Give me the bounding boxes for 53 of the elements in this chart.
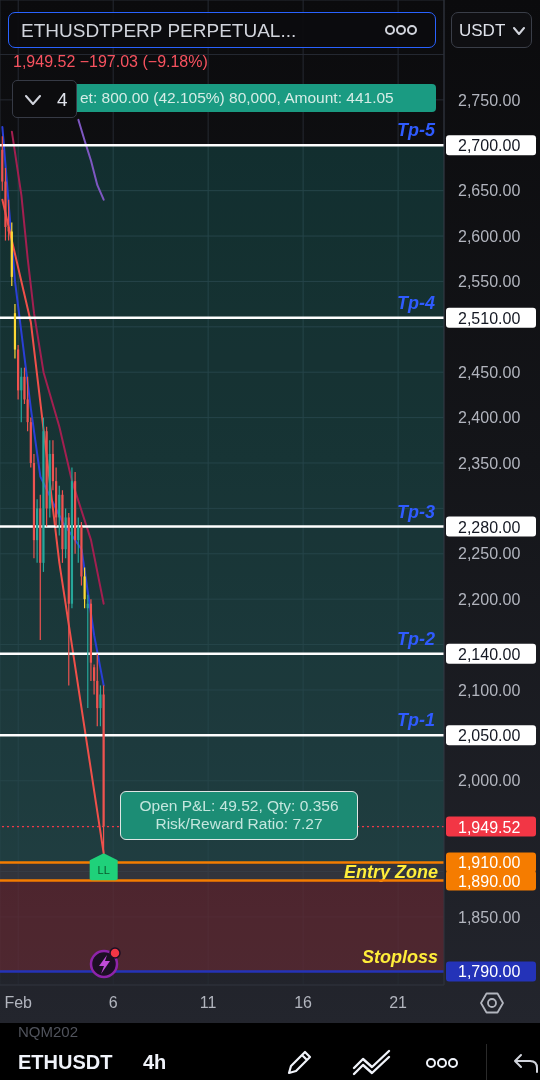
- candlestick: [61, 489, 64, 564]
- annotation: LL: [97, 864, 110, 877]
- x-tick-label: 11: [199, 994, 217, 1012]
- annotation: et: 800.00 (42.105%) 80,000, Amount: 441.05: [80, 89, 394, 107]
- y-tick-label: 2,400.00: [458, 409, 521, 427]
- text: 2,140.00: [458, 645, 521, 663]
- dropdown: USDT: [451, 12, 532, 48]
- x-tick-label: 21: [389, 994, 408, 1012]
- ref-line-label: Tp-2: [397, 628, 435, 649]
- x-tick-label: Feb: [4, 994, 33, 1012]
- y-tick-label: 2,350.00: [458, 454, 521, 472]
- band-label: Stoploss: [361, 947, 438, 968]
- annotation: Risk/Reward Ratio: 7.27: [154, 815, 324, 833]
- y-tick-label: 2,650.00: [458, 182, 521, 200]
- candlestick: [80, 521, 83, 587]
- text: NQM202: [18, 1023, 79, 1040]
- y-tick-label: 2,100.00: [458, 681, 521, 699]
- text: 4h: [143, 1051, 167, 1074]
- y-tick-label: 2,250.00: [458, 545, 521, 563]
- annotation: 4: [57, 89, 68, 111]
- symbol-field: ETHUSDTPERP PERPETUAL...: [8, 12, 436, 48]
- line-series: [77, 118, 105, 201]
- toggle-button: 4: [12, 80, 77, 118]
- text: 1,910.00: [458, 854, 521, 872]
- text: 2,700.00: [458, 137, 521, 155]
- ref-line-label: Tp-4: [397, 292, 435, 313]
- annotation: Open P&L: 49.52, Qty: 0.356: [138, 797, 340, 815]
- text: 2,050.00: [458, 727, 521, 745]
- candlestick: [83, 566, 86, 609]
- text: 1,949.52 −197.03 (−9.18%): [13, 53, 208, 71]
- y-tick-label: 2,550.00: [458, 273, 521, 291]
- x-tick-label: 6: [108, 994, 118, 1012]
- y-tick-label: 2,600.00: [458, 227, 521, 245]
- y-tick-label: 2,450.00: [458, 363, 521, 381]
- text: 1,790.00: [458, 963, 521, 981]
- text: 2,280.00: [458, 518, 521, 536]
- y-tick-label: 2,200.00: [458, 590, 521, 608]
- candlestick: [42, 417, 45, 573]
- ref-line-label: Tp-5: [397, 120, 436, 141]
- y-tick-label: 2,750.00: [458, 91, 521, 109]
- y-tick-label: 2,000.00: [458, 772, 521, 790]
- x-tick-label: 16: [294, 994, 313, 1012]
- text: 2,510.00: [458, 309, 521, 327]
- ref-line-label: Tp-3: [397, 501, 435, 522]
- text: 1,890.00: [458, 872, 521, 890]
- candlestick: [99, 684, 102, 727]
- badge: LL: [89, 853, 118, 881]
- ref-line-label: Tp-1: [397, 710, 435, 731]
- text: 1,949.52: [458, 818, 521, 836]
- band-label: Entry Zone: [343, 861, 438, 882]
- y-tick-label: 1,850.00: [458, 908, 521, 926]
- info-card: Open P&L: 49.52, Qty: 0.356 Risk/Reward Ratio: 7.27: [120, 791, 358, 840]
- text: ETHUSDT: [18, 1051, 113, 1074]
